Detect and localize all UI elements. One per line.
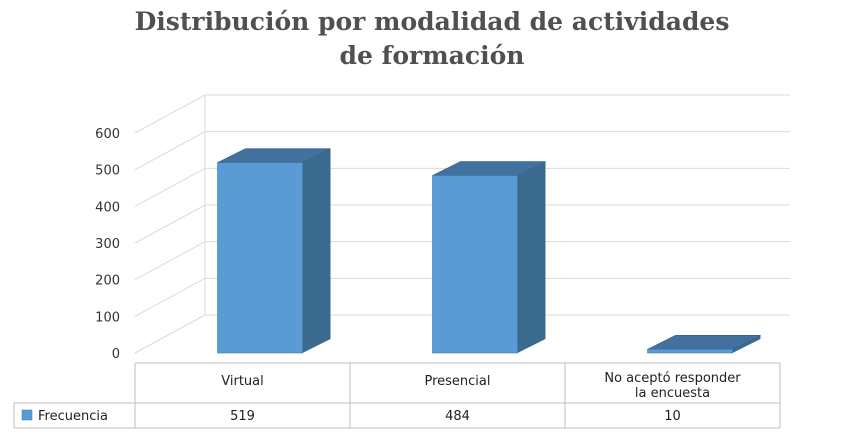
data-value-label: 484 <box>445 409 470 424</box>
category-label: Presencial <box>424 374 490 389</box>
bar-front-face <box>217 162 303 354</box>
y-axis-ticks: 0 100 200 300 400 500 600 <box>95 127 120 362</box>
bar-side-face <box>732 335 761 353</box>
y-tick-label: 400 <box>95 200 120 215</box>
y-tick-label: 0 <box>112 347 120 362</box>
y-tick-label: 600 <box>95 127 120 142</box>
bar-front-face <box>647 349 733 354</box>
y-tick-label: 200 <box>95 274 120 289</box>
data-value-label: 10 <box>664 409 681 424</box>
bar <box>647 335 761 354</box>
legend-label: Frecuencia <box>38 409 108 424</box>
bar <box>432 161 546 354</box>
bars <box>217 148 761 354</box>
chart-title-line-2: de formación <box>340 41 525 70</box>
gridline <box>134 94 790 134</box>
bar <box>217 148 331 354</box>
gridlines <box>134 94 790 354</box>
data-value-label: 519 <box>230 409 255 424</box>
chart-title-line-1: Distribución por modalidad de actividade… <box>135 7 730 36</box>
legend-swatch <box>21 409 33 421</box>
category-label: No aceptó responder <box>604 371 741 386</box>
y-tick-label: 300 <box>95 237 120 252</box>
y-tick-label: 100 <box>95 310 120 325</box>
category-label: Virtual <box>221 374 263 389</box>
bar-side-face <box>517 161 546 353</box>
bar-front-face <box>432 175 518 354</box>
bar-side-face <box>302 148 331 353</box>
category-label: la encuesta <box>635 386 710 401</box>
y-tick-label: 500 <box>95 164 120 179</box>
